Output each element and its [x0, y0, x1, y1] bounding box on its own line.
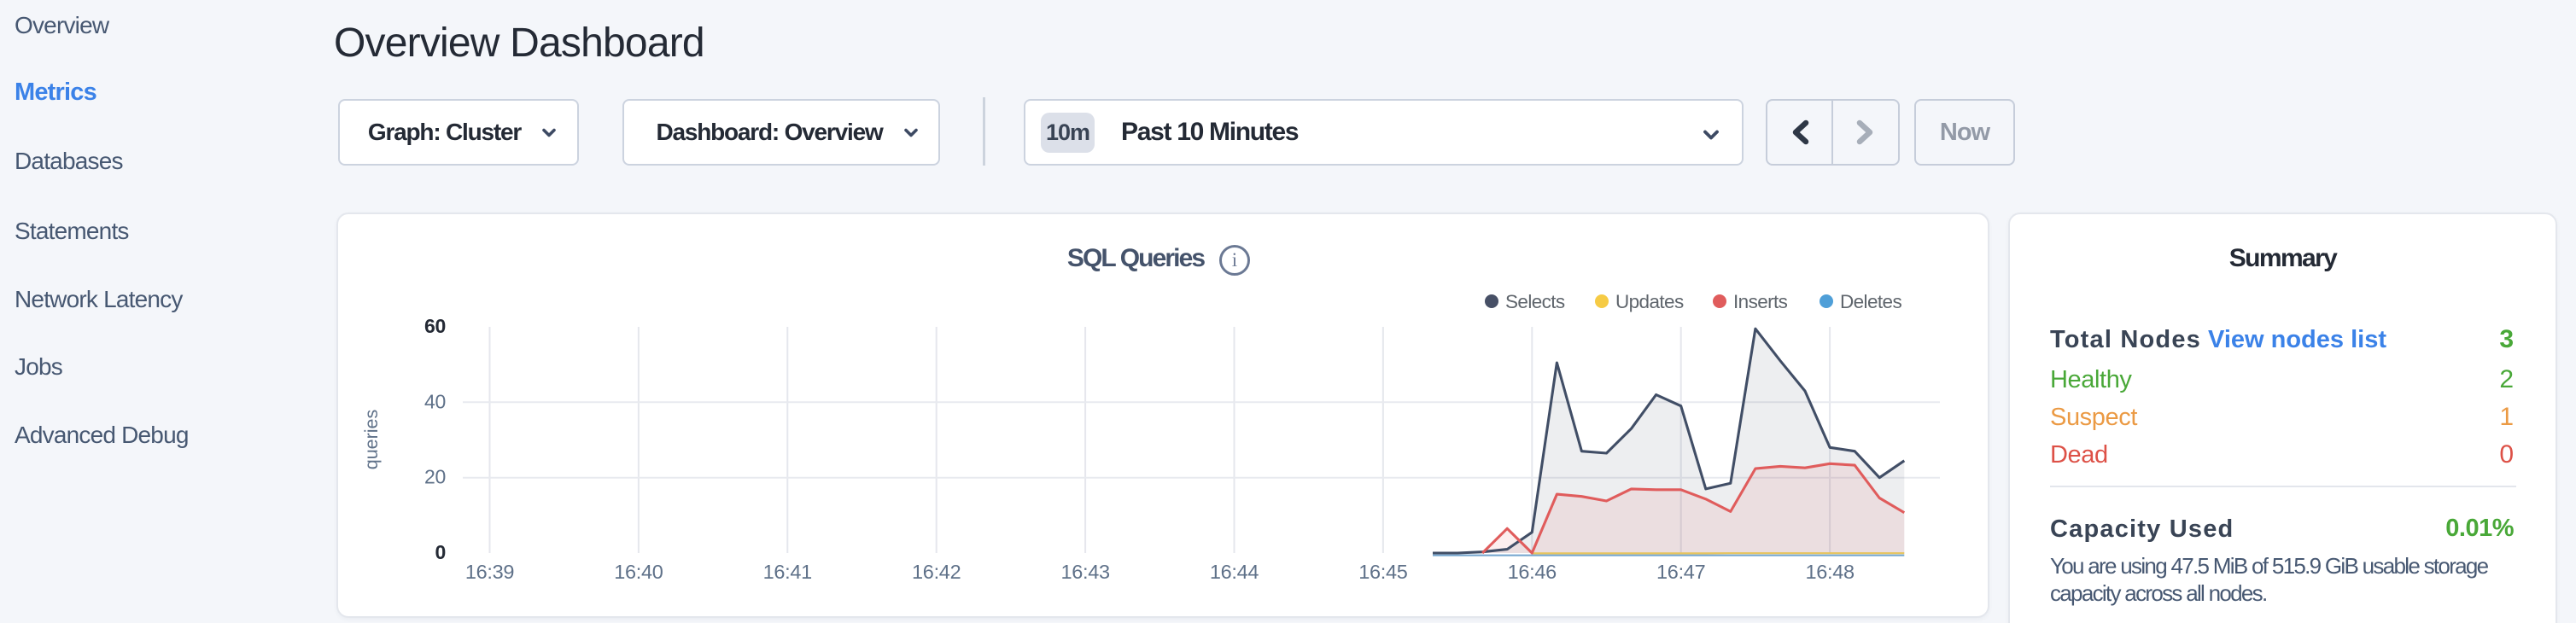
svg-text:16:43: 16:43: [1060, 561, 1110, 583]
svg-text:20: 20: [424, 466, 446, 488]
svg-text:16:47: 16:47: [1656, 561, 1705, 583]
svg-text:16:45: 16:45: [1358, 561, 1408, 583]
svg-text:16:42: 16:42: [912, 561, 961, 583]
svg-text:16:48: 16:48: [1805, 561, 1855, 583]
svg-text:16:41: 16:41: [763, 561, 812, 583]
svg-text:40: 40: [424, 390, 446, 412]
svg-text:16:44: 16:44: [1210, 561, 1259, 583]
svg-text:0: 0: [435, 541, 447, 563]
svg-text:60: 60: [424, 315, 446, 337]
svg-text:16:46: 16:46: [1508, 561, 1557, 583]
svg-text:queries: queries: [361, 410, 382, 470]
svg-text:16:39: 16:39: [465, 561, 514, 583]
svg-text:16:40: 16:40: [614, 561, 663, 583]
